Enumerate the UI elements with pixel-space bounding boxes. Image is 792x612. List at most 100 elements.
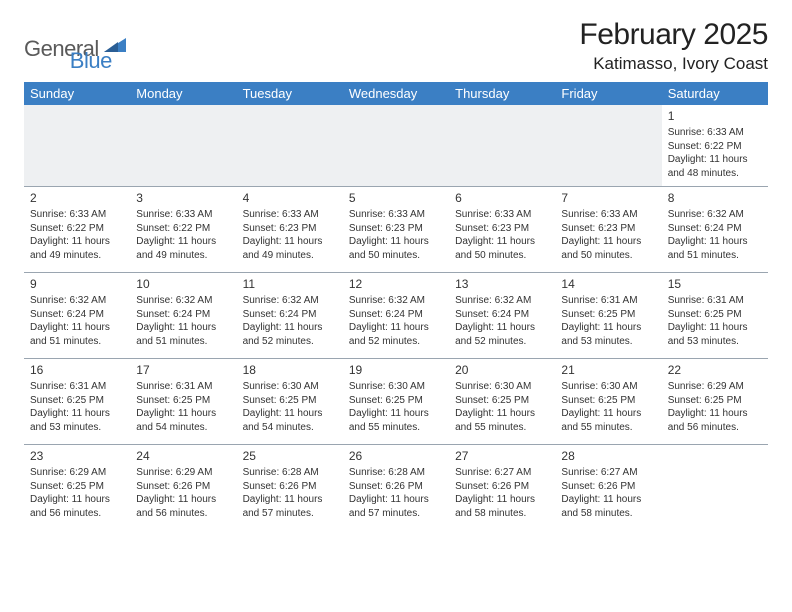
sunrise-line: Sunrise: 6:32 AM [455, 294, 549, 308]
sunset-line: Sunset: 6:23 PM [243, 222, 337, 236]
day-number: 12 [349, 276, 443, 292]
day-number: 24 [136, 448, 230, 464]
calendar-day-cell: 13Sunrise: 6:32 AMSunset: 6:24 PMDayligh… [449, 273, 555, 359]
calendar-day-cell: 28Sunrise: 6:27 AMSunset: 6:26 PMDayligh… [555, 445, 661, 531]
daylight-line: Daylight: 11 hours and 56 minutes. [30, 493, 124, 520]
weekday-row: SundayMondayTuesdayWednesdayThursdayFrid… [24, 82, 768, 105]
calendar-day-cell: 2Sunrise: 6:33 AMSunset: 6:22 PMDaylight… [24, 187, 130, 273]
sunrise-line: Sunrise: 6:32 AM [136, 294, 230, 308]
sunrise-line: Sunrise: 6:30 AM [243, 380, 337, 394]
calendar-week-row: 9Sunrise: 6:32 AMSunset: 6:24 PMDaylight… [24, 273, 768, 359]
calendar-page: General Blue February 2025 Katimasso, Iv… [0, 0, 792, 543]
sunset-line: Sunset: 6:26 PM [455, 480, 549, 494]
day-number: 11 [243, 276, 337, 292]
weekday-header: Wednesday [343, 82, 449, 105]
calendar-day-cell: 16Sunrise: 6:31 AMSunset: 6:25 PMDayligh… [24, 359, 130, 445]
sunset-line: Sunset: 6:26 PM [561, 480, 655, 494]
daylight-line: Daylight: 11 hours and 57 minutes. [243, 493, 337, 520]
sunrise-line: Sunrise: 6:33 AM [30, 208, 124, 222]
brand-logo: General Blue [24, 18, 112, 74]
sunset-line: Sunset: 6:25 PM [243, 394, 337, 408]
sunrise-line: Sunrise: 6:29 AM [668, 380, 762, 394]
daylight-line: Daylight: 11 hours and 50 minutes. [455, 235, 549, 262]
daylight-line: Daylight: 11 hours and 50 minutes. [561, 235, 655, 262]
calendar-empty-cell [343, 105, 449, 187]
day-number: 3 [136, 190, 230, 206]
sunset-line: Sunset: 6:25 PM [668, 308, 762, 322]
sunset-line: Sunset: 6:26 PM [243, 480, 337, 494]
sunset-line: Sunset: 6:23 PM [455, 222, 549, 236]
sunrise-line: Sunrise: 6:32 AM [668, 208, 762, 222]
calendar-day-cell: 18Sunrise: 6:30 AMSunset: 6:25 PMDayligh… [237, 359, 343, 445]
day-number: 4 [243, 190, 337, 206]
day-number: 6 [455, 190, 549, 206]
brand-word2: Blue [70, 48, 112, 74]
sunset-line: Sunset: 6:25 PM [561, 308, 655, 322]
sunrise-line: Sunrise: 6:29 AM [30, 466, 124, 480]
sunset-line: Sunset: 6:25 PM [561, 394, 655, 408]
calendar-day-cell: 23Sunrise: 6:29 AMSunset: 6:25 PMDayligh… [24, 445, 130, 531]
calendar-empty-cell [24, 105, 130, 187]
sunrise-line: Sunrise: 6:33 AM [455, 208, 549, 222]
calendar-week-row: 23Sunrise: 6:29 AMSunset: 6:25 PMDayligh… [24, 445, 768, 531]
sunset-line: Sunset: 6:25 PM [30, 394, 124, 408]
daylight-line: Daylight: 11 hours and 51 minutes. [30, 321, 124, 348]
calendar-table: SundayMondayTuesdayWednesdayThursdayFrid… [24, 82, 768, 531]
daylight-line: Daylight: 11 hours and 51 minutes. [668, 235, 762, 262]
sunset-line: Sunset: 6:24 PM [30, 308, 124, 322]
sunset-line: Sunset: 6:22 PM [30, 222, 124, 236]
day-number: 21 [561, 362, 655, 378]
sunrise-line: Sunrise: 6:28 AM [243, 466, 337, 480]
weekday-header: Sunday [24, 82, 130, 105]
sunrise-line: Sunrise: 6:31 AM [668, 294, 762, 308]
calendar-day-cell: 14Sunrise: 6:31 AMSunset: 6:25 PMDayligh… [555, 273, 661, 359]
daylight-line: Daylight: 11 hours and 53 minutes. [561, 321, 655, 348]
day-number: 26 [349, 448, 443, 464]
calendar-day-cell: 9Sunrise: 6:32 AMSunset: 6:24 PMDaylight… [24, 273, 130, 359]
daylight-line: Daylight: 11 hours and 50 minutes. [349, 235, 443, 262]
day-number: 15 [668, 276, 762, 292]
day-number: 17 [136, 362, 230, 378]
sunrise-line: Sunrise: 6:29 AM [136, 466, 230, 480]
day-number: 16 [30, 362, 124, 378]
calendar-day-cell: 6 Sunrise: 6:33 AMSunset: 6:23 PMDaylight… [449, 187, 555, 273]
sunset-line: Sunset: 6:23 PM [349, 222, 443, 236]
day-number: 28 [561, 448, 655, 464]
day-number: 5 [349, 190, 443, 206]
calendar-body: 1Sunrise: 6:33 AMSunset: 6:22 PMDaylight… [24, 105, 768, 531]
sunset-line: Sunset: 6:25 PM [668, 394, 762, 408]
day-number: 2 [30, 190, 124, 206]
sunrise-line: Sunrise: 6:33 AM [668, 126, 762, 140]
daylight-line: Daylight: 11 hours and 48 minutes. [668, 153, 762, 180]
weekday-header: Tuesday [237, 82, 343, 105]
sunrise-line: Sunrise: 6:31 AM [30, 380, 124, 394]
weekday-header: Thursday [449, 82, 555, 105]
calendar-week-row: 1Sunrise: 6:33 AMSunset: 6:22 PMDaylight… [24, 105, 768, 187]
sunset-line: Sunset: 6:24 PM [455, 308, 549, 322]
calendar-day-cell: 20Sunrise: 6:30 AMSunset: 6:25 PMDayligh… [449, 359, 555, 445]
day-number: 20 [455, 362, 549, 378]
calendar-week-row: 16Sunrise: 6:31 AMSunset: 6:25 PMDayligh… [24, 359, 768, 445]
month-title: February 2025 [579, 18, 768, 52]
sunrise-line: Sunrise: 6:33 AM [136, 208, 230, 222]
sunset-line: Sunset: 6:26 PM [349, 480, 443, 494]
daylight-line: Daylight: 11 hours and 52 minutes. [243, 321, 337, 348]
sunrise-line: Sunrise: 6:28 AM [349, 466, 443, 480]
sunrise-line: Sunrise: 6:33 AM [561, 208, 655, 222]
sunset-line: Sunset: 6:24 PM [136, 308, 230, 322]
calendar-day-cell: 21Sunrise: 6:30 AMSunset: 6:25 PMDayligh… [555, 359, 661, 445]
weekday-header: Saturday [662, 82, 768, 105]
daylight-line: Daylight: 11 hours and 55 minutes. [561, 407, 655, 434]
sunrise-line: Sunrise: 6:33 AM [349, 208, 443, 222]
calendar-day-cell: 10Sunrise: 6:32 AMSunset: 6:24 PMDayligh… [130, 273, 236, 359]
calendar-empty-cell [130, 105, 236, 187]
calendar-day-cell: 5 Sunrise: 6:33 AMSunset: 6:23 PMDaylight… [343, 187, 449, 273]
day-number: 10 [136, 276, 230, 292]
day-number: 13 [455, 276, 549, 292]
weekday-header: Friday [555, 82, 661, 105]
daylight-line: Daylight: 11 hours and 57 minutes. [349, 493, 443, 520]
header-row: General Blue February 2025 Katimasso, Iv… [24, 18, 768, 74]
sunset-line: Sunset: 6:25 PM [136, 394, 230, 408]
daylight-line: Daylight: 11 hours and 49 minutes. [136, 235, 230, 262]
location-subtitle: Katimasso, Ivory Coast [579, 54, 768, 74]
